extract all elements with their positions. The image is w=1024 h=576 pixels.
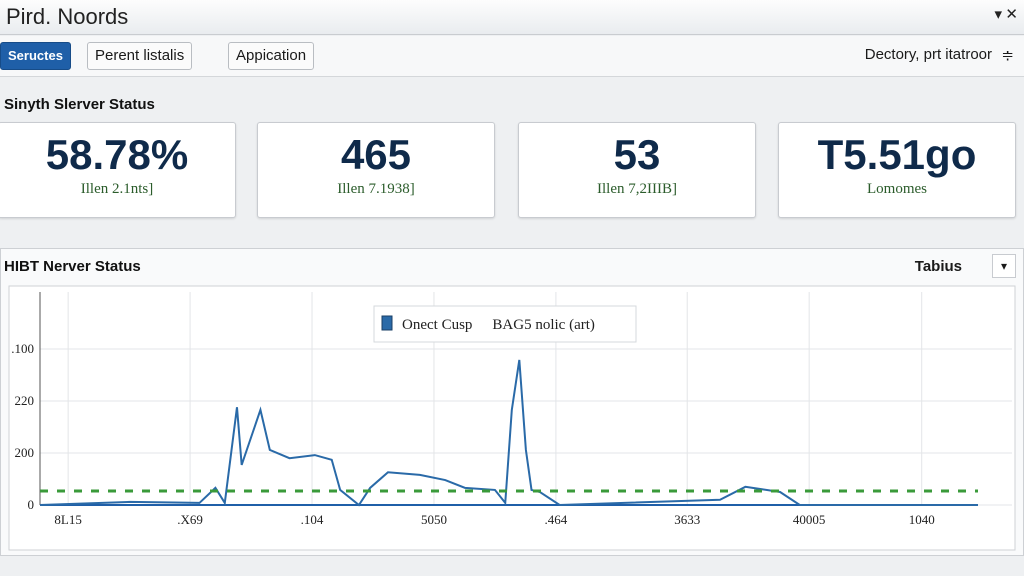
y-tick-label: 220	[15, 393, 35, 408]
stat-value: 58.78%	[45, 131, 189, 178]
tab[interactable]: Seructes	[0, 42, 71, 70]
x-tick-label: .104	[301, 512, 324, 527]
series-line	[39, 359, 978, 507]
x-tick-label: 5050	[421, 512, 447, 527]
section-title: Sinyth Slerver Status	[4, 96, 155, 113]
stat-card: 53 Illen 7,2IIIB]	[518, 122, 756, 218]
stat-card: T5.51go Lomomes	[778, 122, 1016, 218]
panel-title: HIBT Nerver Status	[4, 258, 141, 275]
stat-caption: Illen 2.1nts]	[80, 181, 154, 197]
chart: 0 200 220 .100 8L15 .X69 .104 5050 .464 3633 40005…	[8, 285, 1016, 551]
stat-card: 58.78% Illen 2.1nts]	[0, 122, 236, 218]
dropdown-button[interactable]: ▾	[992, 254, 1016, 278]
y-tick-label: 0	[28, 497, 35, 512]
stat-value: T5.51go	[817, 131, 977, 178]
window-title: Pird. Noords	[6, 4, 129, 29]
stat-card: 465 Illen 7.1938]	[257, 122, 495, 218]
x-tick-label: 3633	[674, 512, 700, 527]
x-tick-label: .X69	[177, 512, 203, 527]
y-tick-label: .100	[11, 341, 34, 356]
legend-label: Onect Cusp	[402, 317, 472, 333]
tab[interactable]: Perent listalis	[87, 42, 193, 70]
stat-caption: Illen 7.1938]	[337, 181, 415, 197]
x-tick-label: 8L15	[54, 512, 81, 527]
panel-dropdown[interactable]: Tabius	[914, 258, 962, 275]
x-tick-label: 40005	[793, 512, 826, 527]
tab[interactable]: Appication	[228, 42, 315, 70]
x-tick-label: 1040	[909, 512, 935, 527]
y-tick-label: 200	[15, 445, 35, 460]
stat-caption: Lomomes	[867, 181, 927, 197]
close-button[interactable]: ✕	[1005, 6, 1018, 23]
legend-label: BAG5 nolic (art)	[492, 317, 594, 333]
menu-button[interactable]: ▾	[994, 6, 1002, 23]
filter-icon[interactable]: ≑	[1001, 47, 1014, 64]
legend-box	[373, 305, 637, 343]
stat-caption: Illen 7,2IIIB]	[597, 181, 677, 197]
title-bar	[0, 0, 1024, 35]
legend-swatch	[381, 315, 393, 331]
directory-link[interactable]: Dectory, prt itatroor	[864, 46, 992, 63]
x-tick-label: .464	[545, 512, 568, 527]
stat-value: 53	[613, 131, 661, 178]
stat-value: 465	[340, 131, 412, 178]
